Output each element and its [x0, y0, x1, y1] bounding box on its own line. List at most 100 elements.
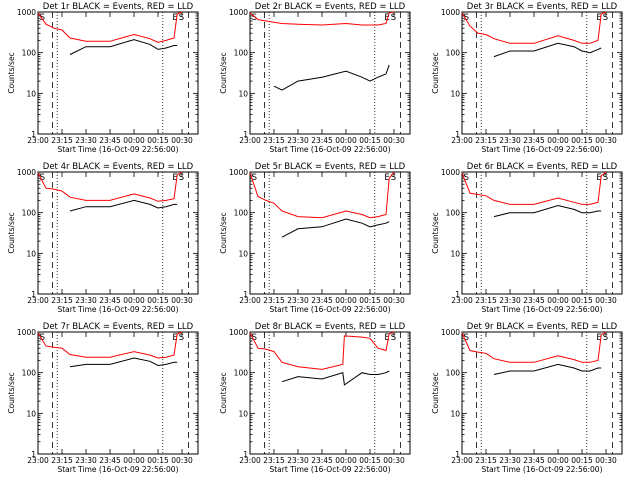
lld-series-line [37, 171, 183, 202]
y-tick-label: 100 [234, 49, 249, 58]
x-tick-label: 00:30 [595, 136, 617, 145]
panel-9: Det 9r BLACK = Events, RED = LLD 1 10 100 10… [431, 322, 623, 474]
marker-label: E [596, 333, 601, 343]
x-tick-label: 00:30 [383, 136, 405, 145]
y-tick-label: 1 [455, 130, 460, 139]
y-tick-label: 1000 [229, 8, 248, 17]
x-tick-label: 23:30 [75, 456, 97, 465]
y-tick-label: 1000 [441, 168, 460, 177]
x-tick-label: 23:15 [475, 136, 497, 145]
events-series-line [493, 204, 602, 218]
x-tick-label: 23:30 [287, 136, 309, 145]
y-tick-label: 1 [31, 290, 36, 299]
events-series-line [281, 370, 390, 386]
panel-title: Det 9r BLACK = Events, RED = LLD [467, 322, 618, 332]
marker-label: S [464, 173, 469, 183]
y-tick-label: 1 [31, 130, 36, 139]
marker-label: E [384, 173, 389, 183]
marker-label: E [384, 13, 389, 23]
events-series-line [273, 64, 390, 91]
y-tick-label: 10 [238, 249, 248, 258]
panel-title: Det 4r BLACK = Events, RED = LLD [43, 162, 194, 172]
y-tick-label: 10 [26, 249, 36, 258]
x-tick-label: 23:15 [263, 136, 285, 145]
x-tick-label: 00:00 [335, 296, 357, 305]
x-tick-label: 23:00 [27, 136, 49, 145]
x-tick-label: 23:30 [499, 296, 521, 305]
y-tick-label: 1000 [17, 328, 36, 337]
plot-frame [249, 171, 411, 295]
marker-label: S [252, 13, 257, 23]
x-axis-label: Start Time (16-Oct-09 22:56:00) [481, 305, 602, 314]
y-tick-label: 1 [243, 290, 248, 299]
y-tick-label: 10 [238, 409, 248, 418]
x-tick-label: 23:45 [523, 296, 545, 305]
x-axis-label: Start Time (16-Oct-09 22:56:00) [57, 145, 178, 154]
panel-7: Det 7r BLACK = Events, RED = LLD 1 10 100 10… [7, 322, 199, 474]
x-axis-label: Start Time (16-Oct-09 22:56:00) [269, 305, 390, 314]
y-tick-label: 100 [234, 209, 249, 218]
x-tick-label: 23:00 [451, 296, 473, 305]
y-tick-label: 100 [234, 369, 249, 378]
marker-label: S [603, 333, 608, 343]
panel-title: Det 3r BLACK = Events, RED = LLD [467, 2, 618, 12]
marker-label: S [603, 13, 608, 23]
x-tick-label: 00:00 [123, 296, 145, 305]
x-tick-label: 23:30 [75, 296, 97, 305]
marker-label: E [596, 13, 601, 23]
x-tick-label: 00:00 [335, 456, 357, 465]
marker-label: S [40, 333, 45, 343]
marker-label: S [179, 13, 184, 23]
x-tick-label: 00:15 [571, 136, 593, 145]
y-tick-label: 1000 [441, 8, 460, 17]
panel-title: Det 5r BLACK = Events, RED = LLD [255, 162, 406, 172]
x-tick-label: 23:45 [99, 296, 121, 305]
x-tick-label: 00:15 [359, 456, 381, 465]
y-tick-label: 100 [22, 209, 37, 218]
y-tick-label: 100 [446, 209, 461, 218]
marker-label: S [179, 333, 184, 343]
x-tick-label: 23:00 [239, 136, 261, 145]
x-tick-label: 23:45 [311, 296, 333, 305]
y-axis-label: Counts/sec [7, 52, 16, 93]
panel-title: Det 7r BLACK = Events, RED = LLD [43, 322, 194, 332]
events-series-line [493, 363, 602, 375]
y-tick-label: 100 [22, 369, 37, 378]
x-tick-label: 23:30 [75, 136, 97, 145]
marker-label: E [172, 173, 177, 183]
x-tick-label: 23:30 [499, 456, 521, 465]
y-axis-label: Counts/sec [219, 212, 228, 253]
panel-2: Det 2r BLACK = Events, RED = LLD 1 10 100 10… [219, 2, 411, 154]
events-series-line [69, 199, 178, 212]
x-tick-label: 23:15 [263, 296, 285, 305]
x-tick-label: 00:00 [547, 456, 569, 465]
x-tick-label: 23:00 [239, 296, 261, 305]
y-tick-label: 10 [450, 89, 460, 98]
x-tick-label: 00:15 [147, 296, 169, 305]
lld-series-line [37, 11, 183, 43]
marker-label: E [172, 333, 177, 343]
lld-series-line [461, 171, 607, 205]
x-axis-label: Start Time (16-Oct-09 22:56:00) [481, 145, 602, 154]
x-tick-label: 00:30 [171, 296, 193, 305]
x-tick-label: 00:30 [171, 136, 193, 145]
y-tick-label: 1 [243, 450, 248, 459]
panel-title: Det 2r BLACK = Events, RED = LLD [255, 2, 406, 12]
x-tick-label: 23:00 [239, 456, 261, 465]
x-tick-label: 23:45 [311, 136, 333, 145]
panel-title: Det 6r BLACK = Events, RED = LLD [467, 162, 618, 172]
plot-frame [461, 331, 623, 455]
x-tick-label: 00:15 [147, 456, 169, 465]
x-tick-label: 00:00 [547, 136, 569, 145]
plot-frame [37, 331, 199, 455]
y-tick-label: 10 [450, 249, 460, 258]
y-axis-label: Counts/sec [219, 52, 228, 93]
x-tick-label: 00:00 [123, 456, 145, 465]
plot-frame [37, 171, 199, 295]
lld-series-line [37, 331, 183, 359]
marker-label: S [40, 173, 45, 183]
x-tick-label: 23:45 [311, 456, 333, 465]
x-tick-label: 23:30 [499, 136, 521, 145]
x-tick-label: 00:30 [383, 296, 405, 305]
